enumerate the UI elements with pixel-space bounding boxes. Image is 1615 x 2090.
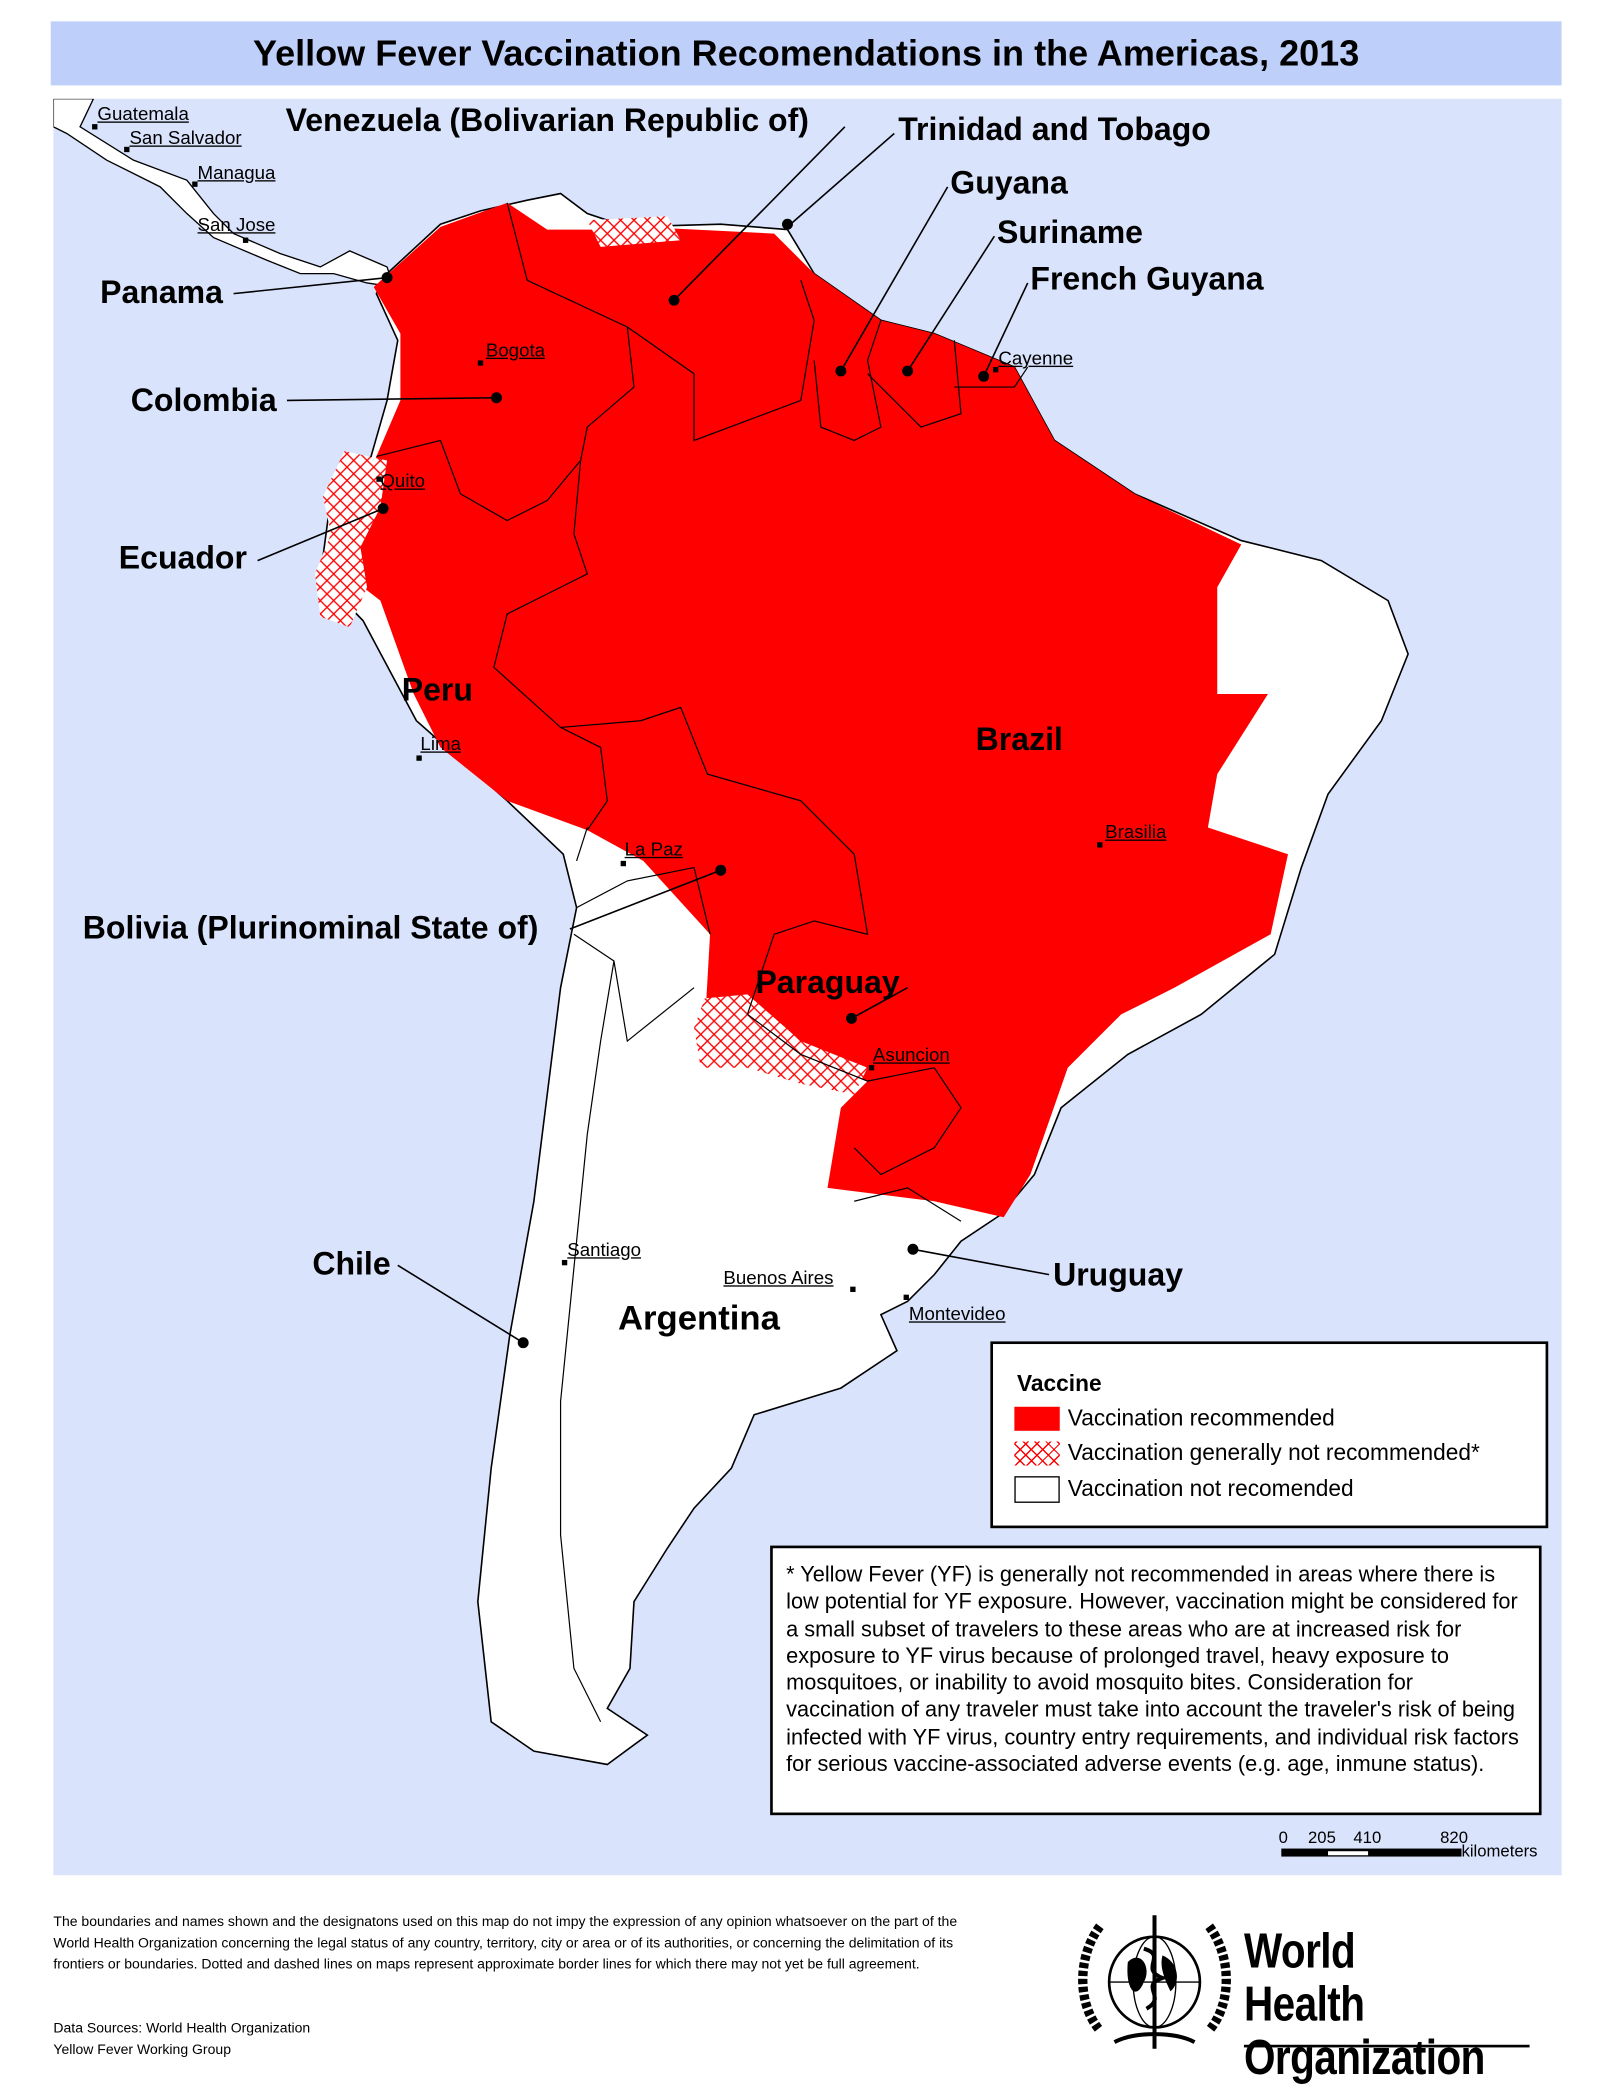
who-line1: World Health	[1243, 1923, 1365, 2032]
label-peru: Peru	[401, 672, 473, 709]
legend-label: Vaccination not recomended	[1067, 1476, 1354, 1502]
city-santiago: Santiago	[567, 1238, 642, 1260]
label-colombia: Colombia	[130, 383, 277, 420]
who-wordmark: World Health Organization	[1243, 1923, 1485, 2085]
label-guyana: Guyana	[950, 165, 1068, 202]
footnote-box: * Yellow Fever (YF) is generally not rec…	[770, 1545, 1542, 1816]
city-brasilia: Brasilia	[1105, 820, 1167, 843]
label-argentina: Argentina	[617, 1297, 780, 1338]
city-cayenne: Cayenne	[998, 347, 1074, 369]
city-managua: Managua	[197, 161, 276, 183]
city-guatemala: Guatemala	[97, 102, 189, 125]
label-trinidad-and-tobago: Trinidad and Tobago	[898, 112, 1211, 149]
who-logo: World Health Organization	[1074, 1909, 1534, 2084]
legend-swatch-red	[1014, 1406, 1060, 1431]
source-line: Yellow Fever Working Group	[53, 2042, 231, 2059]
country-borders	[376, 202, 1029, 1723]
hatch-zone-ecuador	[314, 451, 388, 628]
legend-item-recommended: Vaccination recommended	[1014, 1405, 1335, 1432]
city-bogota: Bogota	[485, 339, 546, 361]
map-svg	[53, 98, 1409, 1766]
legend-swatch-white	[1014, 1476, 1060, 1503]
scale-tick: 0	[1278, 1828, 1288, 1848]
city-san-jose: San Jose	[197, 213, 276, 235]
scale-tick: 410	[1353, 1828, 1382, 1848]
city-montevideo: Montevideo	[908, 1302, 1006, 1325]
label-panama: Panama	[100, 274, 223, 311]
legend-item-not-recommended: Vaccination not recomended	[1014, 1476, 1354, 1503]
data-sources: Data Sources: World Health Organization …	[53, 2018, 310, 2061]
disclaimer: The boundaries and names shown and the d…	[53, 1913, 958, 1974]
label-ecuador: Ecuador	[118, 540, 247, 577]
city-quito: Quito	[380, 469, 426, 492]
city-san-salvador: San Salvador	[129, 126, 242, 149]
who-emblem-icon	[1078, 1915, 1231, 2049]
city-asuncion: Asuncion	[872, 1043, 950, 1066]
label-uruguay: Uruguay	[1053, 1257, 1184, 1294]
city-markers	[92, 124, 1103, 1300]
legend-label: Vaccination generally not recommended*	[1067, 1440, 1480, 1466]
city-buenos-aires: Buenos Aires	[723, 1266, 834, 1288]
map-title: Yellow Fever Vaccination Recomendations …	[50, 21, 1562, 86]
who-line2: Organization	[1243, 2030, 1485, 2085]
hatch-zone-venezuela	[587, 216, 681, 247]
legend-label: Vaccination recommended	[1067, 1405, 1335, 1431]
map-area: Venezuela (Bolivarian Republic of) Trini…	[53, 98, 1562, 1876]
legend: Vaccine Vaccination recommended Vaccinat…	[990, 1341, 1549, 1529]
city-la-paz: La Paz	[624, 838, 683, 860]
scale-unit: kilometers	[1461, 1841, 1538, 1861]
label-venezuela: Venezuela (Bolivarian Republic of)	[285, 102, 809, 139]
red-zone-recommended	[349, 202, 1288, 1218]
leader-lines	[233, 126, 1050, 1349]
scale-bar: 0 205 410 820 kilometers	[1279, 1829, 1559, 1869]
who-underline	[1243, 2044, 1530, 2048]
scale-tick: 820	[1440, 1828, 1468, 1848]
source-line: Data Sources: World Health Organization	[53, 2020, 311, 2037]
label-paraguay: Paraguay	[755, 964, 900, 1002]
city-lima: Lima	[420, 732, 461, 755]
hatch-zone-paraguay	[694, 994, 868, 1095]
label-bolivia: Bolivia (Plurinominal State of)	[82, 910, 539, 947]
legend-title: Vaccine	[1017, 1370, 1102, 1397]
label-brazil: Brazil	[975, 722, 1063, 759]
label-chile: Chile	[312, 1246, 391, 1283]
scale-tick: 205	[1308, 1828, 1336, 1848]
label-suriname: Suriname	[997, 214, 1144, 251]
legend-swatch-hatch	[1014, 1441, 1060, 1466]
label-french-guyana: French Guyana	[1030, 261, 1264, 298]
scale-bar-graphic	[1281, 1848, 1462, 1857]
legend-item-generally-not: Vaccination generally not recommended*	[1014, 1440, 1480, 1467]
